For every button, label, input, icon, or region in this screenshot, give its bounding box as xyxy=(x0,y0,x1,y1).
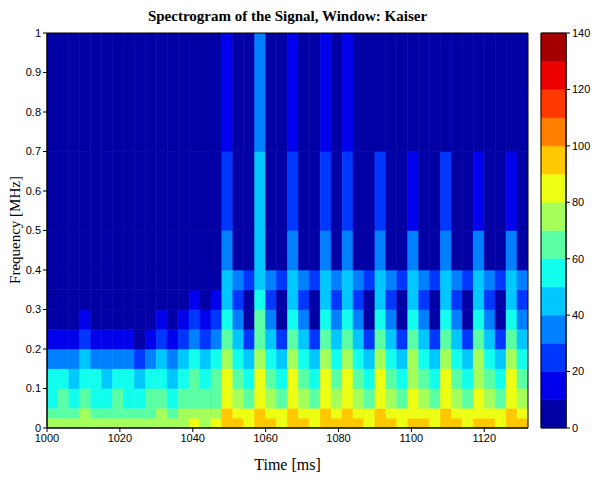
svg-text:1: 1 xyxy=(35,27,41,39)
svg-text:0.2: 0.2 xyxy=(26,343,41,355)
svg-text:40: 40 xyxy=(572,309,584,321)
svg-text:1060: 1060 xyxy=(253,432,277,444)
svg-text:1100: 1100 xyxy=(400,432,424,444)
svg-text:0.1: 0.1 xyxy=(26,382,41,394)
html-text:Time [ms]: Time [ms] xyxy=(254,456,321,473)
svg-text:1080: 1080 xyxy=(326,432,350,444)
svg-text:60: 60 xyxy=(572,253,584,265)
svg-text:0.8: 0.8 xyxy=(26,106,41,118)
svg-text:0.5: 0.5 xyxy=(26,224,41,236)
svg-text:100: 100 xyxy=(572,140,590,152)
html-text:Spectrogram of the Signal, Win: Spectrogram of the Signal, Window: Kaise… xyxy=(147,8,428,24)
svg-text:1000: 1000 xyxy=(34,431,60,444)
svg-text:0: 0 xyxy=(35,422,41,434)
svg-text:1020: 1020 xyxy=(108,432,132,444)
svg-text:140: 140 xyxy=(572,27,590,39)
svg-text:120: 120 xyxy=(572,83,590,95)
svg-text:0.7: 0.7 xyxy=(26,145,41,157)
svg-text:1120: 1120 xyxy=(472,432,496,444)
svg-text:20: 20 xyxy=(572,365,584,377)
svg-text:80: 80 xyxy=(572,196,584,208)
svg-text:0: 0 xyxy=(572,422,578,434)
svg-text:0.4: 0.4 xyxy=(26,264,41,276)
svg-text:1040: 1040 xyxy=(181,432,205,444)
html-text:Frequency [MHz]: Frequency [MHz] xyxy=(7,176,23,284)
svg-text:0.3: 0.3 xyxy=(26,303,41,315)
svg-text:0.6: 0.6 xyxy=(26,185,41,197)
svg-text:0.9: 0.9 xyxy=(26,66,41,78)
